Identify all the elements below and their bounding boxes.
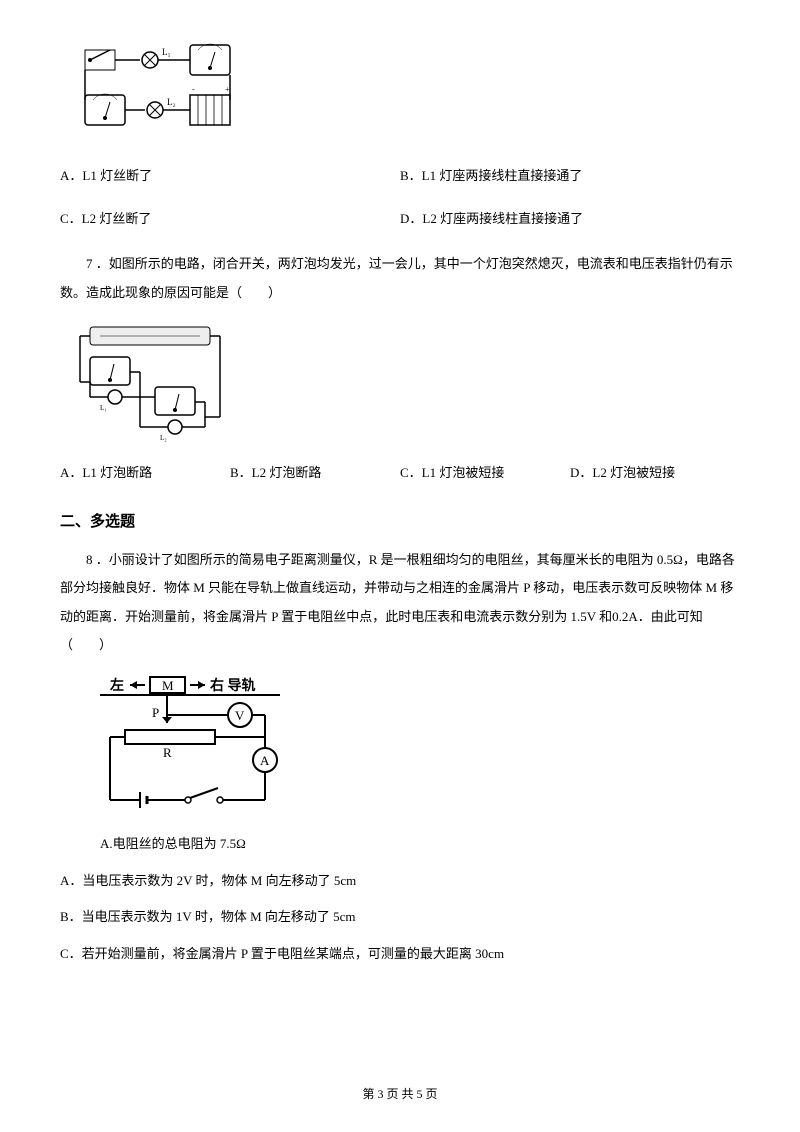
q8-text: 8 ．小丽设计了如图所示的简易电子距离测量仪，R 是一根粗细均匀的电阻丝，其每厘… — [60, 546, 740, 660]
q7-option-c: C．L1 灯泡被短接 — [400, 457, 570, 490]
q8-option-d: C．若开始测量前，将金属滑片 P 置于电阻丝某端点，可测量的最大距离 30cm — [60, 940, 740, 969]
diagram-left: 左 — [109, 677, 124, 694]
svg-text:L₁: L₁ — [100, 404, 107, 412]
q7-text: 7 ．如图所示的电路，闭合开关，两灯泡均发光，过一会儿，其中一个灯泡突然熄灭，电… — [60, 250, 740, 307]
q6-options-row-1: A．L1 灯丝断了 B．L1 灯座两接线柱直接接通了 — [60, 160, 740, 193]
diagram-v: V — [235, 708, 245, 723]
diagram-p: P — [152, 705, 159, 720]
label-l1: L₁ — [162, 47, 171, 57]
circuit-diagram-2: L₁ L₂ — [70, 322, 230, 442]
circuit-diagram-1: L₁ L₂ - + — [80, 40, 240, 140]
q6-option-c: C．L2 灯丝断了 — [60, 203, 400, 236]
label-l2: L₂ — [167, 97, 176, 107]
svg-text:-: - — [192, 85, 195, 94]
q6-option-a: A．L1 灯丝断了 — [60, 160, 400, 193]
diagram-r: R — [163, 745, 172, 760]
q8-option-b: A．当电压表示数为 2V 时，物体 M 向左移动了 5cm — [60, 867, 740, 896]
section-2-heading: 二、多选题 — [60, 510, 740, 531]
q8-option-a: A.电阻丝的总电阻为 7.5Ω — [100, 830, 740, 859]
diagram-m: M — [162, 678, 174, 693]
diagram-right: 右 导轨 — [209, 677, 256, 694]
svg-text:L₂: L₂ — [160, 434, 167, 442]
svg-text:+: + — [225, 85, 230, 94]
q6-option-b: B．L1 灯座两接线柱直接接通了 — [400, 160, 740, 193]
q7-option-d: D．L2 灯泡被短接 — [570, 457, 740, 490]
q7-option-b: B．L2 灯泡断路 — [230, 457, 400, 490]
page-footer: 第 3 页 共 5 页 — [0, 1085, 800, 1102]
circuit-diagram-3: 左 M 右 导轨 P V R A — [90, 675, 290, 815]
q7-options-row: A．L1 灯泡断路 B．L2 灯泡断路 C．L1 灯泡被短接 D．L2 灯泡被短… — [60, 457, 740, 490]
diagram-a: A — [260, 753, 270, 768]
q6-option-d: D．L2 灯座两接线柱直接接通了 — [400, 203, 740, 236]
q8-option-c: B．当电压表示数为 1V 时，物体 M 向左移动了 5cm — [60, 903, 740, 932]
q6-options-row-2: C．L2 灯丝断了 D．L2 灯座两接线柱直接接通了 — [60, 203, 740, 236]
q7-option-a: A．L1 灯泡断路 — [60, 457, 230, 490]
